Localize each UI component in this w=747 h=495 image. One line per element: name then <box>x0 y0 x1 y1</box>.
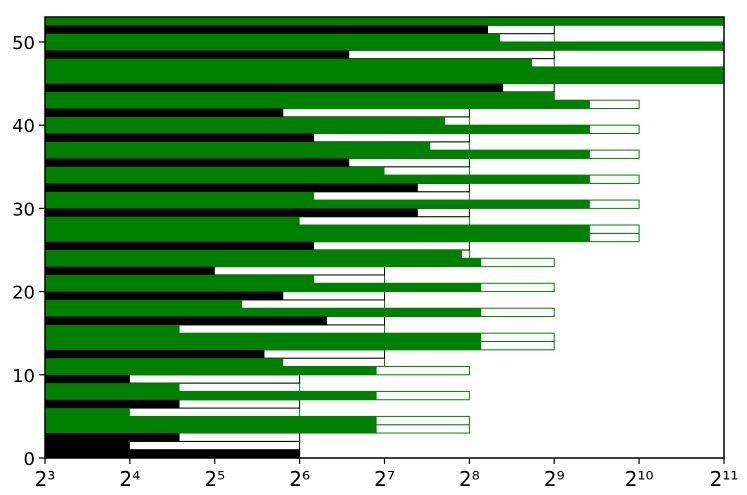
filled-bar <box>45 17 724 26</box>
filled-bar <box>45 83 504 92</box>
filled-bar <box>45 158 350 167</box>
filled-bar <box>45 200 590 209</box>
filled-bar <box>45 133 315 142</box>
x-tick-label: 2⁴ <box>120 467 141 491</box>
filled-bar <box>45 258 482 267</box>
filled-bar <box>45 141 431 151</box>
filled-bar <box>45 291 284 300</box>
filled-bar <box>45 191 315 201</box>
y-tick-label: 50 <box>12 33 35 54</box>
y-tick-label: 10 <box>12 366 35 387</box>
filled-bar <box>45 150 590 159</box>
filled-bar <box>45 58 533 67</box>
filled-bar <box>45 341 482 350</box>
filled-bar <box>45 274 315 284</box>
x-tick-label: 2⁵ <box>204 467 225 491</box>
filled-bar <box>45 216 300 226</box>
filled-bar <box>45 266 215 275</box>
filled-bar <box>45 283 482 292</box>
x-tick-label: 2¹⁰ <box>625 467 654 491</box>
x-tick-label: 2¹¹ <box>710 467 739 491</box>
filled-bar <box>45 66 724 76</box>
x-tick-label: 2⁶ <box>289 467 310 491</box>
filled-bar <box>45 349 265 359</box>
filled-bar <box>45 424 377 434</box>
filled-bar <box>45 125 590 134</box>
filled-bar <box>45 383 180 392</box>
filled-bar <box>45 91 555 101</box>
filled-bar <box>45 299 243 309</box>
filled-bar <box>45 399 180 409</box>
filled-bar <box>45 100 590 109</box>
filled-bar <box>45 316 327 325</box>
filled-bar <box>45 324 180 334</box>
filled-bar <box>45 333 482 342</box>
filled-bar <box>45 391 377 400</box>
filled-bar <box>45 116 446 126</box>
filled-bar <box>45 433 180 442</box>
x-tick-label: 2⁹ <box>544 467 565 491</box>
filled-bar <box>45 441 130 450</box>
filled-bar <box>45 416 377 425</box>
filled-bar <box>45 33 501 42</box>
filled-bar <box>45 175 590 184</box>
y-tick-label: 40 <box>12 116 35 137</box>
filled-bar <box>45 166 385 176</box>
filled-bar <box>45 25 488 34</box>
filled-bar <box>45 408 130 417</box>
filled-bar <box>45 449 300 458</box>
filled-bar <box>45 183 418 192</box>
filled-bar <box>45 374 130 384</box>
filled-bar <box>45 108 284 117</box>
filled-bar <box>45 241 315 250</box>
x-tick-label: 2⁸ <box>459 467 480 491</box>
filled-bar <box>45 208 418 217</box>
filled-bar <box>45 75 724 84</box>
x-tick-label: 2⁷ <box>374 467 395 491</box>
filled-bar <box>45 41 724 51</box>
y-tick-label: 20 <box>12 283 35 304</box>
y-tick-label: 30 <box>12 199 35 220</box>
filled-bar <box>45 308 482 317</box>
filled-bar <box>45 366 377 375</box>
filled-bar <box>45 358 284 367</box>
filled-bar <box>45 225 590 234</box>
filled-bar <box>45 249 462 259</box>
y-tick-label: 0 <box>24 449 35 470</box>
filled-bar <box>45 50 350 59</box>
filled-bar <box>45 233 590 242</box>
x-tick-label: 2³ <box>35 467 56 491</box>
